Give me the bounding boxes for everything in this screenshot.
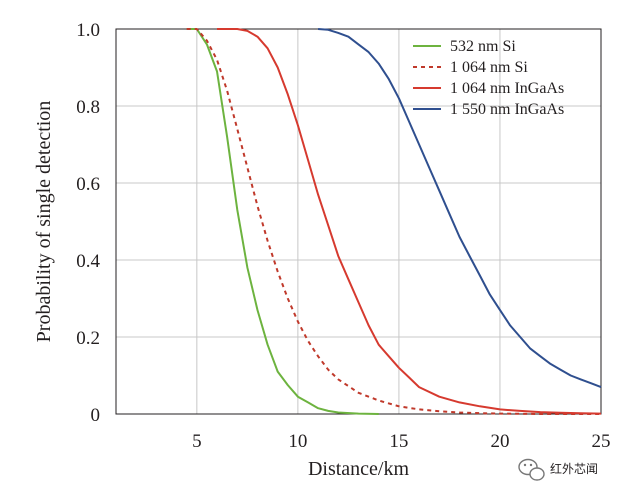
series-line-2 <box>186 28 601 415</box>
legend-label: 1 550 nm InGaAs <box>450 101 564 118</box>
y-tick-label: 1.0 <box>76 20 100 41</box>
watermark: 红外芯闻 <box>518 458 598 481</box>
y-axis-ticks: 0 0.2 0.4 0.6 0.8 1.0 <box>76 20 100 426</box>
y-tick-label: 0 <box>91 405 101 426</box>
y-tick-label: 0.8 <box>76 97 100 118</box>
x-axis-title: Distance/km <box>308 458 410 480</box>
y-axis-title: Probability of single detection <box>33 101 55 343</box>
wechat-icon <box>518 458 545 481</box>
legend: 532 nm Si 1 064 nm Si 1 064 nm InGaAs 1 550… <box>413 38 564 118</box>
series-layer <box>186 28 602 415</box>
x-tick-label: 15 <box>389 431 408 452</box>
x-tick-label: 10 <box>288 431 307 452</box>
y-tick-label: 0.6 <box>76 174 100 195</box>
y-tick-label: 0.2 <box>76 328 100 349</box>
x-axis-ticks: 5 10 15 20 25 <box>192 431 610 452</box>
series-line-3 <box>217 28 602 415</box>
series-line-1 <box>186 28 379 415</box>
y-tick-label: 0.4 <box>76 251 100 272</box>
x-tick-label: 20 <box>490 431 509 452</box>
series-line-4 <box>318 28 602 389</box>
x-tick-label: 25 <box>592 431 611 452</box>
legend-label: 1 064 nm Si <box>450 59 528 76</box>
watermark-text: 红外芯闻 <box>550 461 598 476</box>
legend-label: 1 064 nm InGaAs <box>450 80 564 97</box>
legend-label: 532 nm Si <box>450 38 516 55</box>
x-tick-label: 5 <box>192 431 202 452</box>
